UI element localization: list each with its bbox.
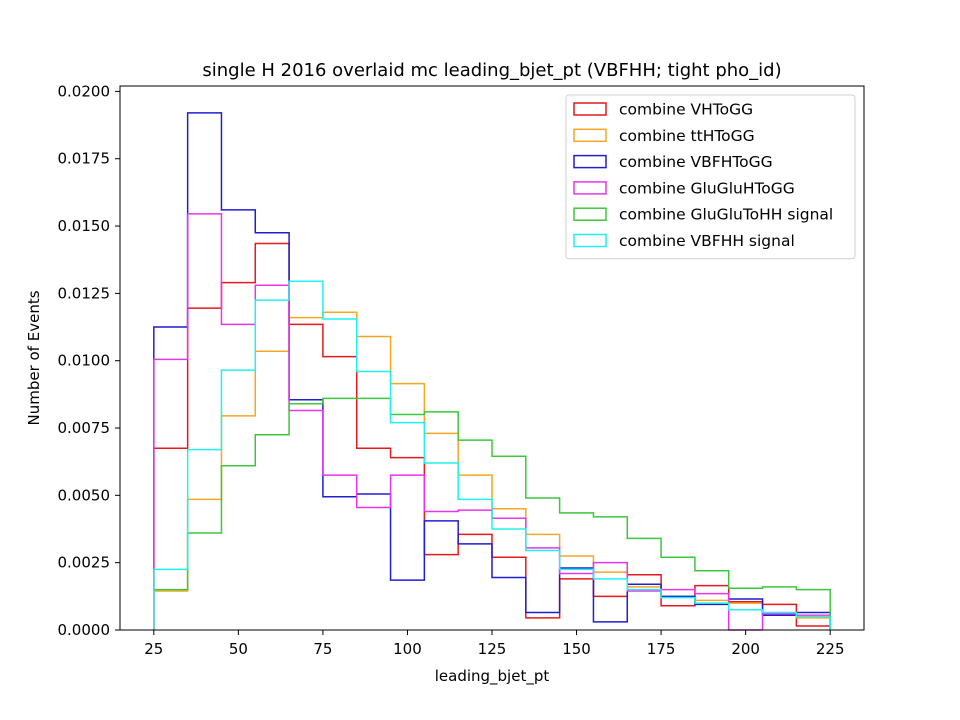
- legend-swatch: [573, 181, 607, 195]
- x-tick-label: 125: [478, 640, 507, 658]
- x-tick-label: 75: [313, 640, 332, 658]
- series-layer: [153, 112, 831, 631]
- chart-title: single H 2016 overlaid mc leading_bjet_p…: [202, 60, 781, 81]
- x-axis: 25 50 75 100 125 150 175 200 225: [144, 630, 845, 658]
- legend: combine VHToGG combine ttHToGG combine VBF…: [565, 94, 856, 260]
- y-tick-label: 0.0150: [58, 217, 111, 235]
- y-tick-label: 0.0200: [58, 82, 111, 100]
- legend-swatch: [573, 207, 607, 221]
- legend-label: combine GluGluHToGG: [619, 179, 795, 197]
- y-tick-label: 0.0025: [58, 554, 111, 572]
- legend-box: [565, 94, 856, 260]
- legend-label: combine VHToGG: [619, 101, 753, 119]
- x-tick-label: 175: [647, 640, 676, 658]
- legend-label: combine VBFHH signal: [619, 232, 795, 250]
- y-tick-label: 0.0125: [58, 284, 111, 302]
- y-axis: 0.0000 0.0025 0.0050 0.0075 0.0100 0.0125 0.01…: [58, 82, 120, 639]
- x-tick-label: 225: [816, 640, 845, 658]
- y-tick-label: 0.0075: [58, 419, 111, 437]
- x-tick-label: 50: [229, 640, 248, 658]
- x-tick-label: 200: [731, 640, 760, 658]
- legend-label: combine GluGluToHH signal: [619, 206, 833, 224]
- x-tick-label: 25: [144, 640, 163, 658]
- legend-swatch: [573, 128, 607, 143]
- x-tick-label: 100: [393, 640, 422, 658]
- y-tick-label: 0.0175: [58, 150, 111, 168]
- legend-label: combine ttHToGG: [619, 127, 755, 145]
- legend-swatch: [573, 102, 607, 116]
- y-tick-label: 0.0000: [58, 621, 111, 639]
- series-4-step-line: [153, 397, 831, 630]
- x-tick-label: 150: [562, 640, 591, 658]
- x-axis-label: leading_bjet_pt: [435, 667, 550, 686]
- legend-swatch: [573, 154, 607, 169]
- y-tick-label: 0.0050: [58, 486, 111, 504]
- legend-swatch: [573, 233, 607, 248]
- y-axis-label: Number of Events: [25, 290, 43, 425]
- legend-label: combine VBFHToGG: [619, 153, 773, 171]
- series-5-step-line: [153, 280, 831, 630]
- y-tick-label: 0.0100: [58, 352, 111, 370]
